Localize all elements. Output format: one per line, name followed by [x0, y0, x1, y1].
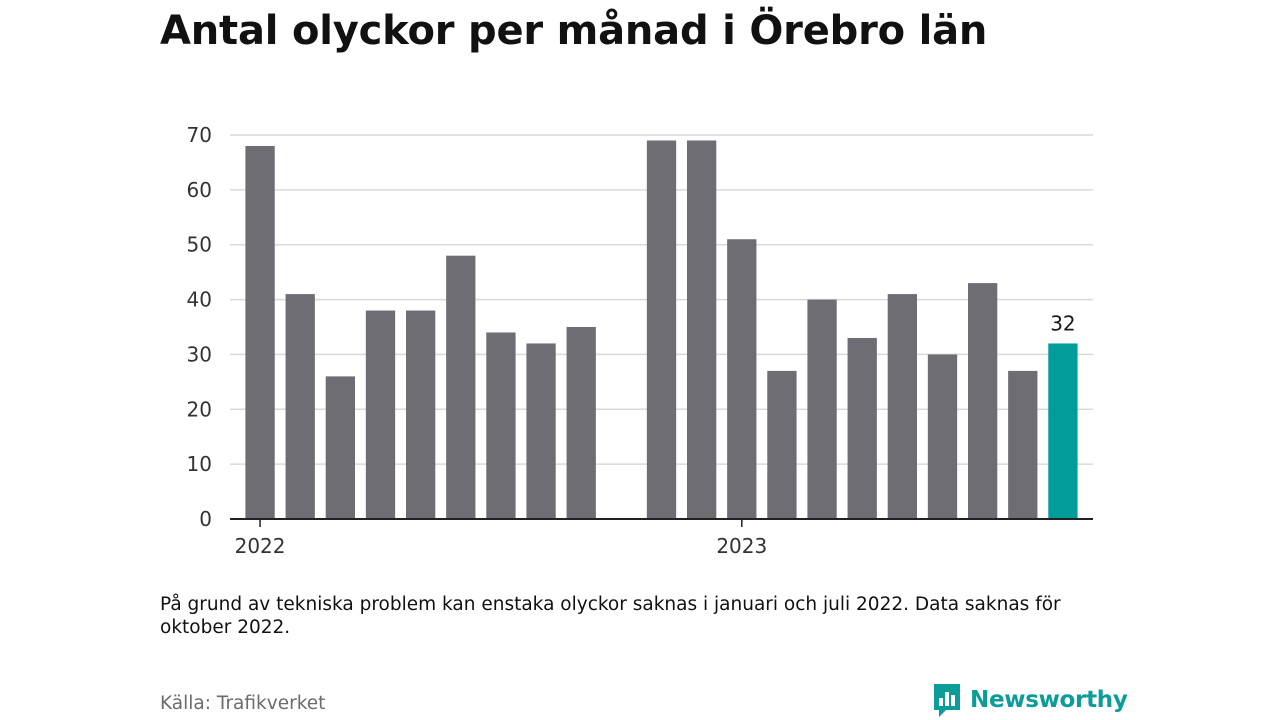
bar	[1008, 370, 1038, 519]
y-tick-label: 10	[187, 452, 212, 476]
y-tick-label: 0	[199, 507, 212, 531]
y-tick-label: 20	[187, 397, 212, 421]
bar	[526, 343, 556, 519]
bar-highlight	[1048, 343, 1078, 519]
bar	[927, 354, 958, 519]
bar	[245, 145, 275, 519]
y-tick-label: 30	[187, 342, 212, 366]
bar	[847, 337, 877, 519]
data-label: 32	[1050, 311, 1075, 335]
bar	[646, 140, 677, 519]
brand-name: Newsworthy	[970, 687, 1128, 713]
bar	[887, 294, 918, 519]
y-tick-label: 70	[187, 123, 212, 147]
data-labels: 32	[1050, 311, 1075, 335]
bar	[365, 310, 396, 519]
source-text: Källa: Trafikverket	[160, 693, 326, 714]
y-tick-label: 40	[187, 288, 212, 312]
brand-logo: Newsworthy	[932, 682, 1128, 718]
bar	[967, 283, 998, 519]
bar	[325, 376, 356, 519]
y-tick-label: 50	[187, 233, 212, 257]
bars	[245, 140, 1078, 519]
chart-footnote: På grund av tekniska problem kan enstaka…	[160, 594, 1061, 638]
bar	[285, 294, 315, 519]
bar	[486, 332, 516, 519]
bar	[767, 370, 797, 519]
newsworthy-logo-icon	[934, 684, 960, 717]
bar	[405, 310, 436, 519]
y-axis-tick-labels: 0 10 20 30 40 50 60 70	[187, 123, 212, 531]
bar	[727, 239, 757, 519]
bar-chart: 0 10 20 30 40 50 60 70 2022 2023 32	[187, 123, 1093, 558]
x-axis: 2022 2023	[230, 518, 1093, 558]
bar	[807, 299, 837, 519]
x-tick-label: 2023	[716, 534, 767, 558]
x-tick-label: 2022	[235, 534, 286, 558]
bar	[566, 327, 596, 519]
y-tick-label: 60	[187, 178, 212, 202]
bar	[446, 255, 476, 519]
chart-title: Antal olyckor per månad i Örebro län	[160, 8, 988, 54]
bar	[686, 140, 717, 519]
